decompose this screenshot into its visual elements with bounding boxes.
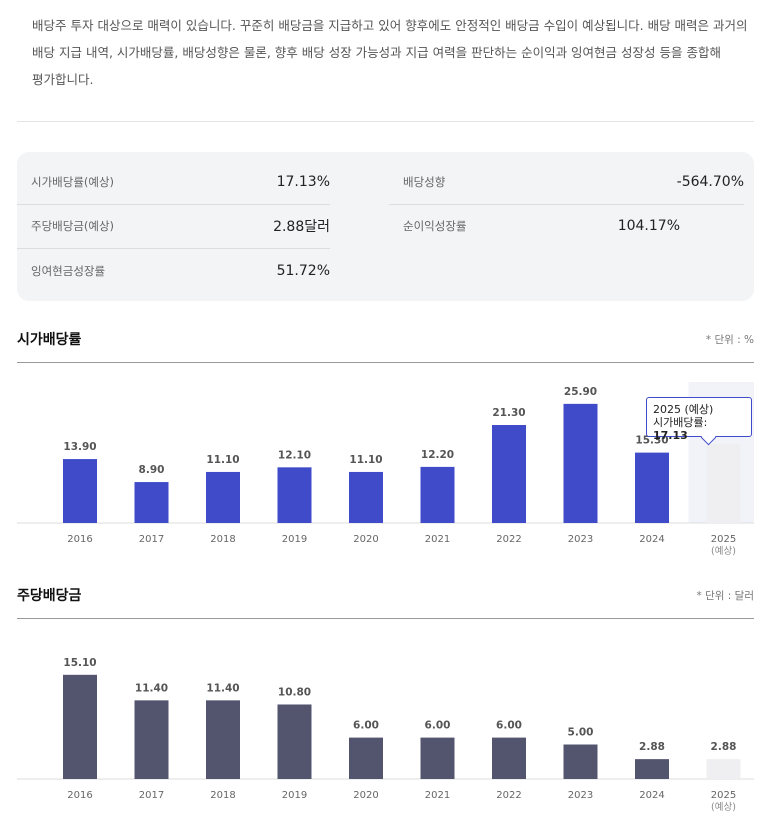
data-label-2020: 11.10 <box>349 454 382 466</box>
tick-label-2019: 2019 <box>282 790 307 801</box>
bar-2025 <box>706 444 741 523</box>
tick-label-2023: 2023 <box>568 790 593 801</box>
data-label-2019: 10.80 <box>278 686 311 698</box>
data-label-2017: 8.90 <box>139 464 165 476</box>
intro-text: 배당주 투자 대상으로 매력이 있습니다. 꾸준히 배당금을 지급하고 있어 향… <box>32 12 752 93</box>
tick-label-2017: 2017 <box>139 534 164 545</box>
tick-note-2025: (예상) <box>711 802 736 813</box>
tooltip-value: 17.13 <box>653 429 688 442</box>
data-label-2021: 12.20 <box>421 449 454 461</box>
dividend-stats-panel: 시가배당률(예상) 17.13% 주당배당금(예상) 2.88달러 잉여현금성장… <box>17 152 754 301</box>
bar-2024 <box>635 759 669 779</box>
tick-label-2020: 2020 <box>353 534 378 545</box>
bar-2016 <box>63 459 97 523</box>
tick-label-2020: 2020 <box>353 790 378 801</box>
bar-2019 <box>277 467 312 523</box>
data-label-2025: 2.88 <box>711 741 737 753</box>
stat-dps-label: 주당배당금(예상) <box>31 219 115 233</box>
bar-2023 <box>563 744 598 779</box>
data-label-2019: 12.10 <box>278 449 311 461</box>
dps-chart-title: 주당배당금 <box>17 588 82 604</box>
stat-yield-value: 17.13% <box>276 174 330 190</box>
bar-2017 <box>134 482 169 523</box>
data-label-2018: 11.10 <box>206 454 239 466</box>
bar-2020 <box>349 737 383 779</box>
tick-label-2025: 2025 <box>711 790 736 801</box>
dps-bar-chart: 15.10 2016 11.40 2017 11.40 2018 10.80 2019 6.00… <box>17 657 754 813</box>
tick-note-2025: (예상) <box>711 546 736 557</box>
data-label-2024: 2.88 <box>639 741 665 753</box>
stat-payout: 배당성향 -564.70% <box>389 160 744 205</box>
data-label-2023: 5.00 <box>568 727 594 739</box>
tick-label-2024: 2024 <box>639 790 664 801</box>
yield-bar-chart: 13.90 2016 8.90 2017 11.10 2018 12.10 2019 11.10… <box>17 382 754 557</box>
bar-2021 <box>420 737 455 779</box>
tick-label-2021: 2021 <box>425 534 450 545</box>
data-label-2018: 11.40 <box>206 682 239 694</box>
tick-label-2018: 2018 <box>210 534 235 545</box>
data-label-2017: 11.40 <box>135 682 168 694</box>
stat-yield: 시가배당률(예상) 17.13% <box>17 160 330 205</box>
data-label-2016: 13.90 <box>63 441 96 453</box>
stat-fcf-growth: 잉여현금성장률 51.72% <box>17 249 330 293</box>
bar-2019 <box>277 704 312 779</box>
intro-line-1: 배당주 투자 대상으로 매력이 있습니다. 꾸준히 배당금을 지급하고 있어 향… <box>32 18 748 33</box>
intro-line-3: 평가합니다. <box>32 72 94 87</box>
tick-label-2017: 2017 <box>139 790 164 801</box>
stat-ni-growth: 순이익성장률 104.17% <box>389 204 680 248</box>
yield-chart-rule <box>17 362 754 363</box>
tick-label-2025: 2025 <box>711 534 736 545</box>
yield-chart-unit: * 단위 : % <box>705 334 754 346</box>
data-label-2022: 21.30 <box>492 407 525 419</box>
bar-2023 <box>563 403 598 523</box>
yield-tooltip: 2025 (예상) 시가배당률: 17.13 <box>646 397 752 446</box>
tick-label-2023: 2023 <box>568 534 593 545</box>
data-label-2016: 15.10 <box>63 657 96 669</box>
tick-label-2016: 2016 <box>67 534 92 545</box>
tooltip-year: 2025 (예상) <box>653 403 714 416</box>
bar-2024 <box>635 452 669 523</box>
stat-ni-growth-label: 순이익성장률 <box>403 219 467 233</box>
tooltip-row: 시가배당률: 17.13 <box>653 416 745 442</box>
bar-2021 <box>420 466 455 523</box>
data-label-2023: 25.90 <box>564 386 597 398</box>
tick-label-2022: 2022 <box>496 534 521 545</box>
bar-2016 <box>63 674 97 779</box>
yield-chart-title: 시가배당률 <box>17 332 82 348</box>
bar-2018 <box>206 700 240 779</box>
intro-line-2: 배당 지급 내역, 시가배당률, 배당성향은 물론, 향후 배당 성장 가능성과… <box>32 45 721 60</box>
stat-dps: 주당배당금(예상) 2.88달러 <box>17 204 330 249</box>
tooltip-label: 시가배당률: <box>653 416 708 429</box>
bar-2020 <box>349 471 383 523</box>
stat-payout-label: 배당성향 <box>403 175 446 189</box>
bar-2022 <box>492 425 526 523</box>
stat-dps-value: 2.88달러 <box>273 219 330 235</box>
stat-ni-growth-value: 104.17% <box>617 218 680 234</box>
dps-chart-rule <box>17 618 754 619</box>
data-label-2020: 6.00 <box>353 720 379 732</box>
tick-label-2016: 2016 <box>67 790 92 801</box>
dps-chart-unit: * 단위 : 달러 <box>696 590 754 602</box>
tick-label-2019: 2019 <box>282 534 307 545</box>
tick-label-2022: 2022 <box>496 790 521 801</box>
stat-yield-label: 시가배당률(예상) <box>31 175 115 189</box>
tick-label-2024: 2024 <box>639 534 664 545</box>
data-label-2022: 6.00 <box>496 720 522 732</box>
stat-fcf-growth-label: 잉여현금성장률 <box>31 264 106 278</box>
bar-2025 <box>706 759 741 779</box>
bar-2018 <box>206 471 240 523</box>
stat-payout-value: -564.70% <box>676 174 744 190</box>
stat-fcf-growth-value: 51.72% <box>276 263 330 279</box>
tick-label-2018: 2018 <box>210 790 235 801</box>
section-divider <box>17 121 754 122</box>
bar-2022 <box>492 737 526 779</box>
bar-2017 <box>134 700 169 779</box>
data-label-2021: 6.00 <box>425 720 451 732</box>
data-label-2024: 15.30 <box>635 435 668 447</box>
tick-label-2021: 2021 <box>425 790 450 801</box>
